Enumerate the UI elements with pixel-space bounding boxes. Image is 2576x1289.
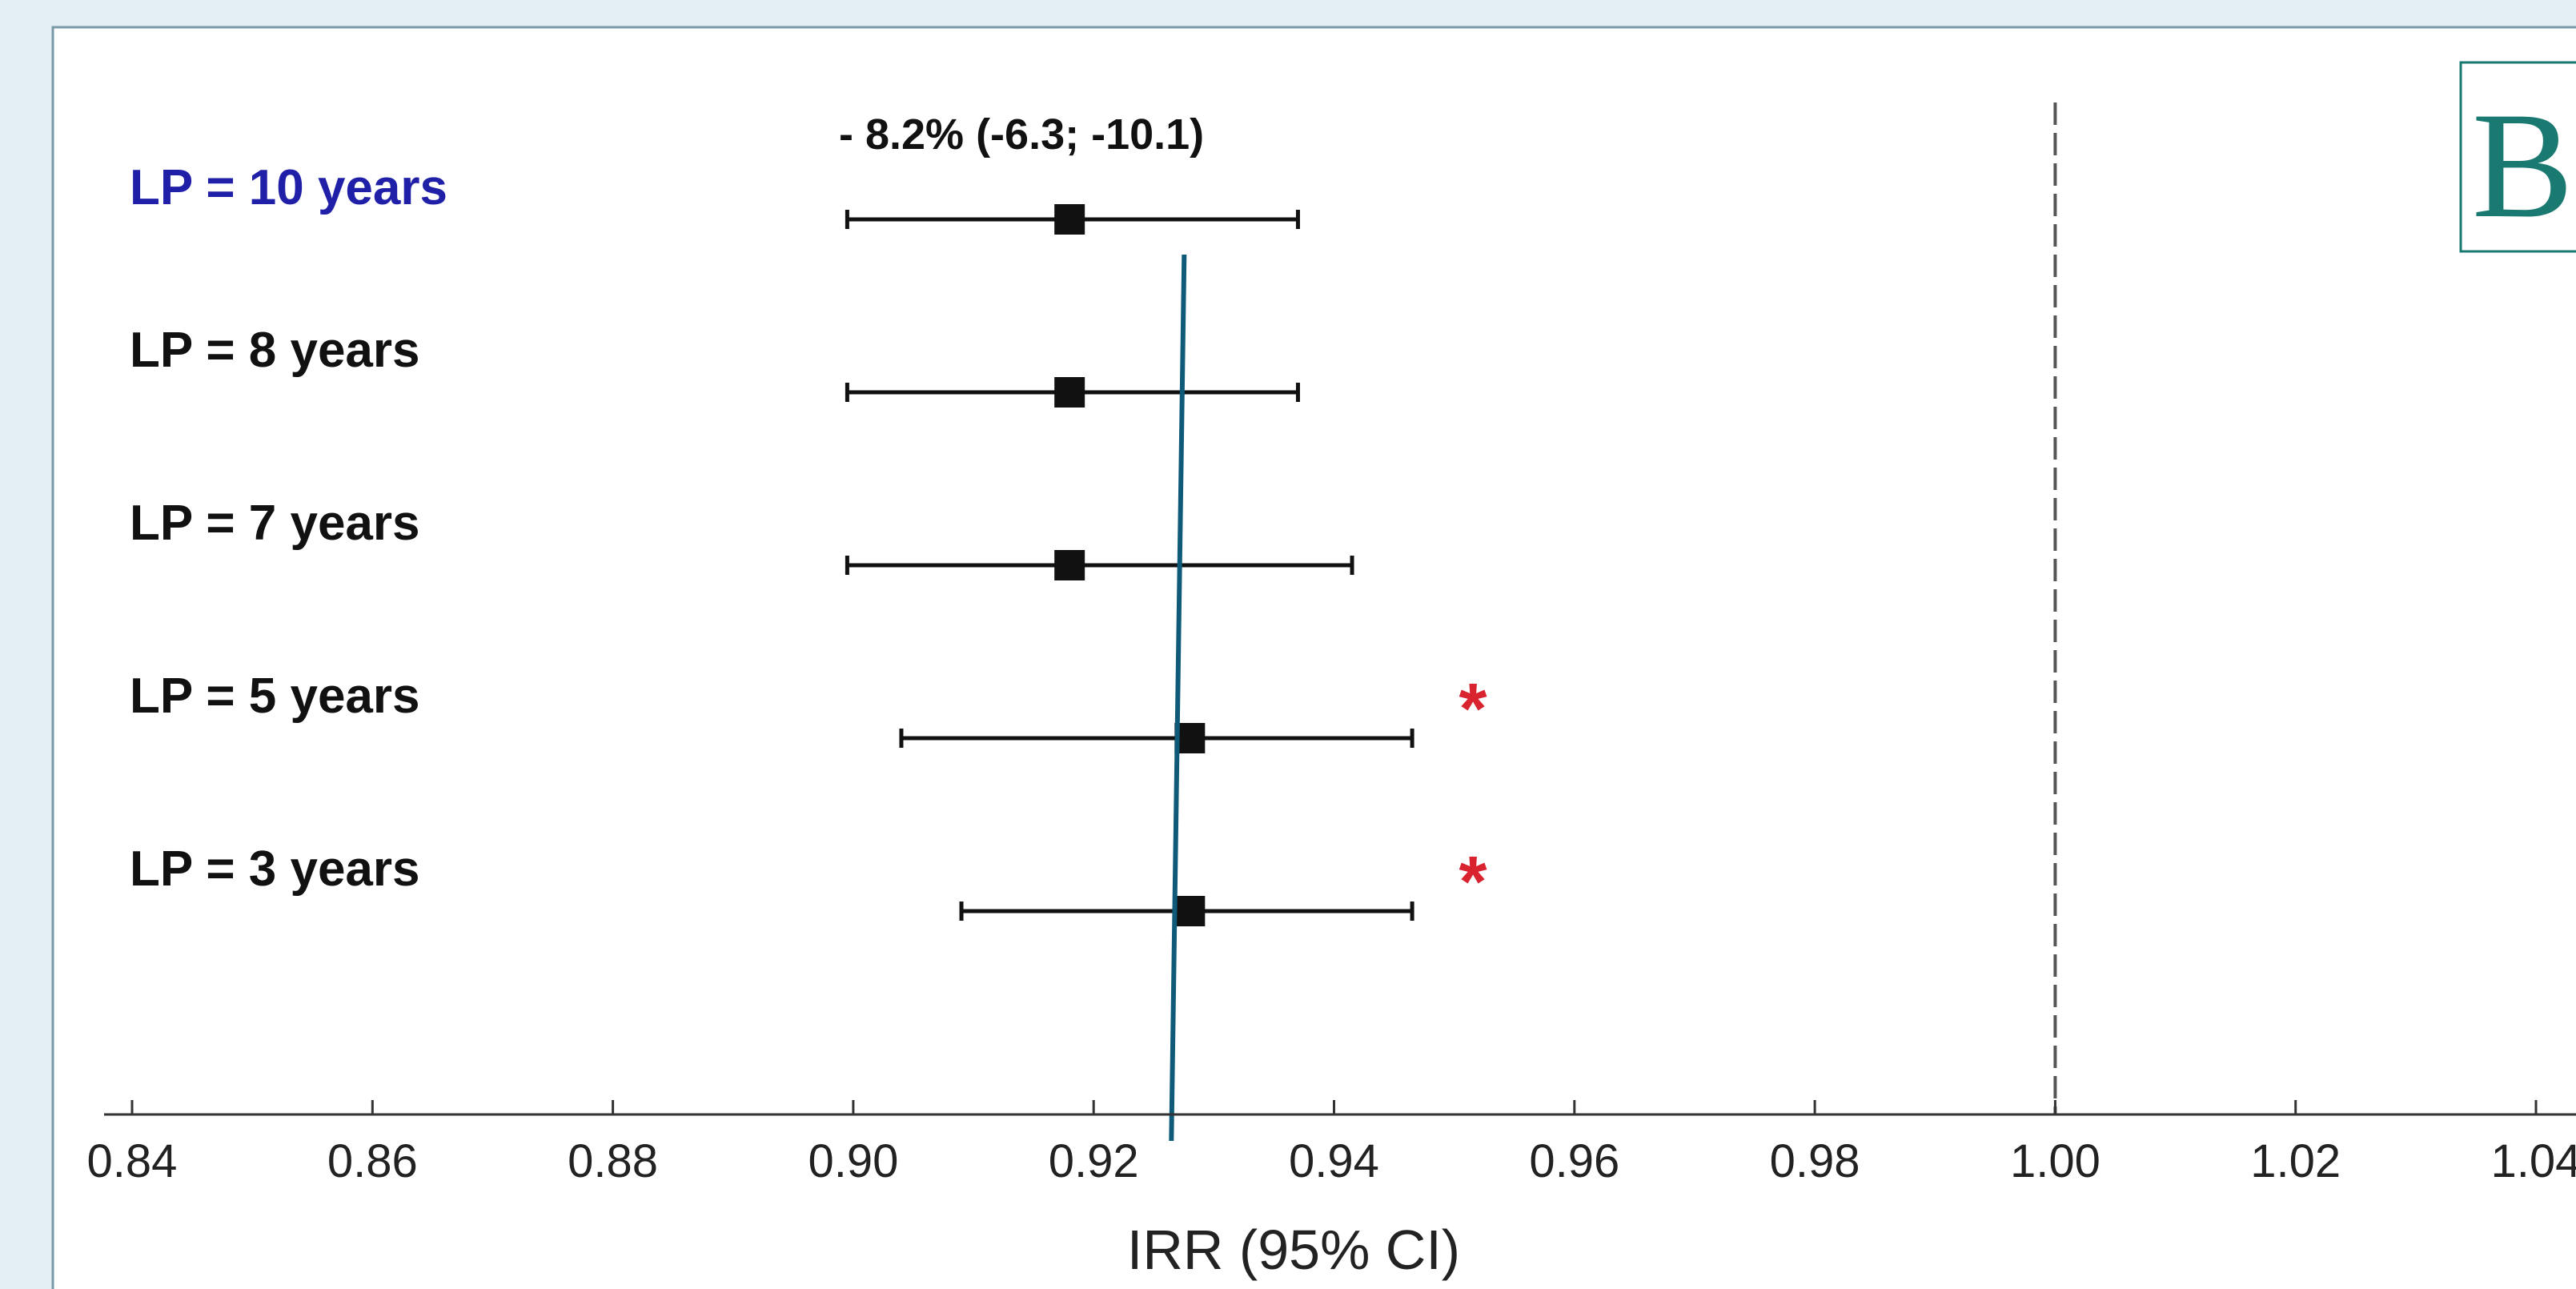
significance-asterisk: * [1459,669,1487,749]
point-estimate [1174,896,1206,926]
row-label: LP = 8 years [130,323,420,378]
x-axis: 0.84 0.86 0.88 0.90 0.92 0.94 0.96 0.98 1.00 1.02… [87,1100,2576,1187]
point-estimate [1054,550,1085,580]
rows-layer: LP = 10 years LP = 8 years LP = 7 years LP … [130,102,2057,1142]
x-tick-label: 0.86 [327,1135,418,1187]
point-estimate [1054,204,1085,235]
row-label: LP = 10 years [130,160,447,215]
x-tick-label: 1.00 [2010,1135,2101,1187]
x-axis-label: IRR (95% CI) [1127,1219,1460,1281]
panel-label: B [2472,82,2574,250]
significance-asterisk: * [1459,842,1487,922]
row-label: LP = 5 years [130,669,420,724]
x-tick-label: 0.96 [1529,1135,1619,1187]
x-tick-label: 0.92 [1049,1135,1139,1187]
x-tick-label: 0.90 [808,1135,898,1187]
panel-label-box: B [2459,61,2576,253]
x-tick-label: 1.04 [2491,1135,2576,1187]
point-estimate [1054,377,1085,408]
pooled-estimate-line [1169,254,1187,1142]
row-label: LP = 3 years [130,841,420,897]
panel-label-frame [2459,61,2576,253]
plot-panel [51,26,2576,1289]
x-tick-label: 1.02 [2250,1135,2341,1187]
x-tick-label: 0.88 [568,1135,658,1187]
x-tick-label: 0.84 [87,1135,178,1187]
x-tick-label: 0.98 [1770,1135,1860,1187]
x-tick-label: 0.94 [1289,1135,1379,1187]
effect-annotation: - 8.2% (-6.3; -10.1) [839,110,1204,159]
row-label: LP = 7 years [130,496,420,551]
